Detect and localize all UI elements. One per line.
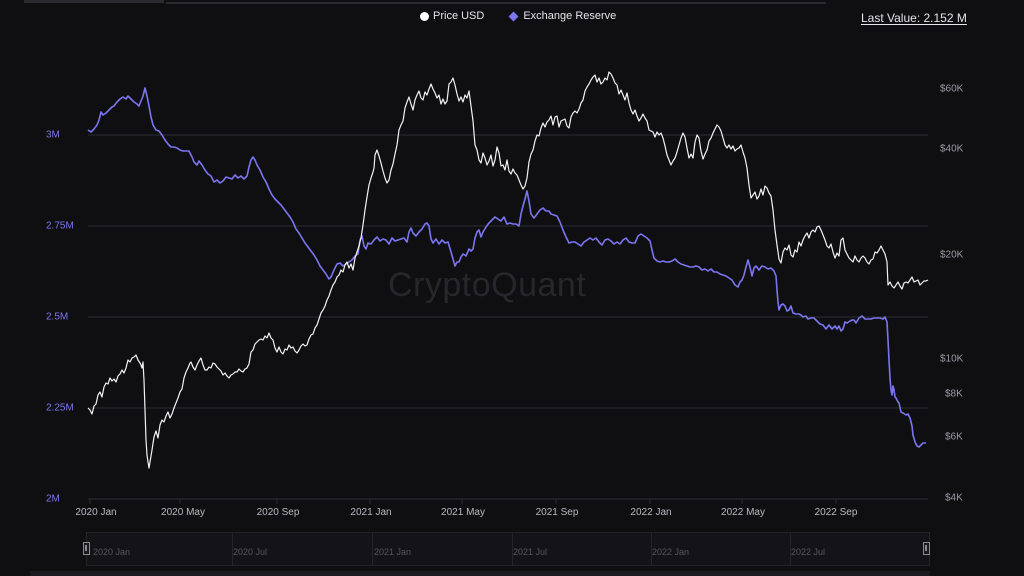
navigator-divider [790, 533, 791, 565]
y-axis-right-tick: $40K [940, 143, 964, 155]
legend-label: Exchange Reserve [523, 10, 617, 22]
y-axis-right-tick: $10K [940, 353, 964, 365]
x-axis-tick: 2022 Jan [630, 507, 672, 518]
navigator-divider [232, 533, 233, 565]
x-axis-tick: 2022 May [721, 507, 765, 518]
navigator-divider [512, 533, 513, 565]
navigator-label: 2021 Jul [513, 547, 548, 557]
x-axis-tick: 2021 Jan [350, 507, 392, 518]
x-axis-tick: 2021 Sep [535, 507, 579, 518]
x-axis-tick: 2020 Jan [75, 507, 117, 518]
scrollbar[interactable] [30, 571, 930, 576]
top-divider [24, 0, 164, 3]
top-divider [166, 2, 826, 4]
last-value-link[interactable]: Last Value: 2.152 M [861, 11, 967, 25]
navigator-label: 2022 Jul [791, 547, 826, 557]
exchange-reserve-line [87, 87, 926, 448]
navigator-label: 2021 Jan [374, 547, 412, 557]
navigator-right-handle[interactable] [923, 542, 930, 555]
y-axis-left-tick: 2.5M [46, 311, 69, 323]
legend-item-reserve[interactable]: Exchange Reserve [508, 10, 617, 22]
circle-marker-icon [420, 11, 429, 21]
gridlines [88, 134, 928, 500]
legend-label: Price USD [433, 10, 485, 22]
y-axis-right-tick: $60K [940, 83, 964, 95]
y-axis-right-tick: $8K [945, 388, 963, 400]
chart-legend: Price USD Exchange Reserve [420, 10, 616, 22]
y-axis-left-tick: 2.25M [46, 402, 74, 414]
navigator-divider [372, 533, 373, 565]
legend-item-price[interactable]: Price USD [420, 10, 484, 22]
price-usd-line [87, 71, 929, 469]
x-ticks [89, 499, 837, 504]
y-axis-right-tick: $20K [940, 249, 964, 261]
x-axis-tick: 2021 May [441, 507, 485, 518]
navigator-label: 2022 Jan [652, 547, 690, 557]
y-axis-right-tick: $4K [945, 492, 963, 504]
y-axis-left-tick: 3M [46, 129, 60, 141]
y-axis-left-tick: 2M [46, 493, 60, 505]
navigator-divider [651, 533, 652, 565]
navigator-left-handle[interactable] [83, 542, 90, 555]
navigator-label: 2020 Jan [93, 547, 131, 557]
x-axis-tick: 2020 May [161, 507, 205, 518]
x-axis-tick: 2020 Sep [256, 507, 300, 518]
range-navigator[interactable]: 2020 Jan 2020 Jul 2021 Jan 2021 Jul 2022… [83, 532, 930, 566]
y-axis-right-tick: $6K [945, 431, 963, 443]
watermark: CryptoQuant [388, 266, 587, 304]
y-axis-left-tick: 2.75M [46, 220, 74, 232]
navigator-label: 2020 Jul [233, 547, 268, 557]
x-axis-tick: 2022 Sep [814, 507, 858, 518]
